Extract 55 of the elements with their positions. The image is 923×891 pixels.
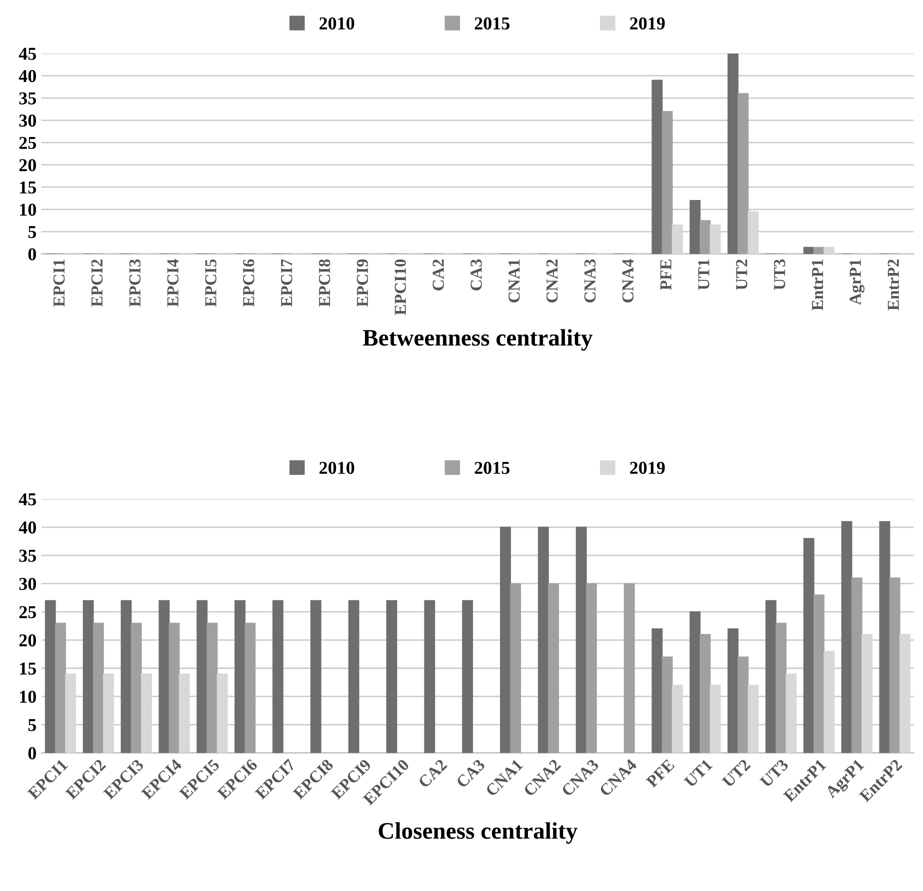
y-tick-label: 20 bbox=[19, 634, 36, 646]
x-tick-label: EPCI1 bbox=[53, 260, 65, 307]
y-tick-label: 0 bbox=[28, 248, 36, 260]
y-tick-label: 35 bbox=[19, 550, 36, 562]
x-tick-label: UT2 bbox=[722, 758, 751, 788]
legend-label: 2015 bbox=[474, 462, 510, 474]
x-tick-label: CA2 bbox=[418, 758, 448, 788]
y-tick-label: 25 bbox=[19, 136, 36, 149]
y-tick-label: 45 bbox=[18, 48, 36, 60]
x-tick-label: EntrP1 bbox=[812, 260, 824, 310]
x-tick-label: EPCI7 bbox=[281, 259, 292, 307]
y-tick-label: 15 bbox=[20, 181, 36, 194]
x-tick-label: EPCI10 bbox=[394, 259, 406, 315]
y-tick-label: 45 bbox=[18, 493, 36, 506]
y-tick-label: 35 bbox=[19, 92, 36, 104]
y-tick-label: 30 bbox=[19, 578, 36, 590]
x-tick-label: EPCI9 bbox=[356, 259, 368, 307]
y-tick-label: 20 bbox=[19, 159, 36, 172]
legend-label: 2019 bbox=[630, 17, 665, 30]
y-tick-label: 5 bbox=[28, 226, 36, 238]
x-tick-label: EPCI6 bbox=[243, 259, 254, 307]
x-tick-label: AgrP1 bbox=[850, 260, 864, 305]
legend-label: 2010 bbox=[320, 462, 354, 474]
x-tick-label: EPCI8 bbox=[318, 259, 330, 307]
x-tick-label: EPCI3 bbox=[129, 259, 141, 307]
x-tick-label: EPCI2 bbox=[91, 260, 103, 307]
x-tick-label: EntrP2 bbox=[888, 260, 899, 310]
x-tick-label: EPCI4 bbox=[167, 259, 178, 307]
x-tick-label: CA2 bbox=[432, 260, 444, 290]
x-tick-label: CNA2 bbox=[546, 260, 558, 302]
y-tick-label: 15 bbox=[20, 662, 36, 675]
legend-label: 2015 bbox=[474, 17, 510, 30]
y-tick-label: 40 bbox=[18, 70, 36, 82]
y-tick-label: 10 bbox=[20, 204, 36, 216]
y-tick-label: 30 bbox=[19, 114, 36, 127]
x-axis-title: Closeness centrality bbox=[378, 822, 578, 844]
x-tick-label: EPCI5 bbox=[205, 259, 216, 307]
x-tick-label: UT2 bbox=[736, 260, 748, 290]
y-tick-label: 40 bbox=[18, 521, 36, 534]
x-tick-label: CNA4 bbox=[622, 259, 634, 302]
x-tick-label: CNA1 bbox=[508, 260, 520, 302]
y-tick-label: 5 bbox=[28, 719, 36, 732]
x-tick-label: PFE bbox=[660, 260, 672, 290]
x-tick-label: UT1 bbox=[698, 260, 710, 290]
x-tick-label: UT1 bbox=[684, 758, 713, 788]
y-tick-label: 0 bbox=[28, 747, 36, 760]
x-axis-title: Betweenness centrality bbox=[362, 329, 592, 351]
y-tick-label: 25 bbox=[19, 606, 36, 618]
x-tick-label: CA3 bbox=[470, 259, 482, 290]
x-tick-label: CNA3 bbox=[584, 259, 596, 302]
y-tick-label: 10 bbox=[20, 690, 36, 703]
legend-label: 2019 bbox=[630, 462, 665, 474]
x-tick-label: CA3 bbox=[456, 758, 486, 788]
legend-label: 2010 bbox=[320, 17, 354, 30]
x-tick-label: UT3 bbox=[774, 259, 786, 290]
